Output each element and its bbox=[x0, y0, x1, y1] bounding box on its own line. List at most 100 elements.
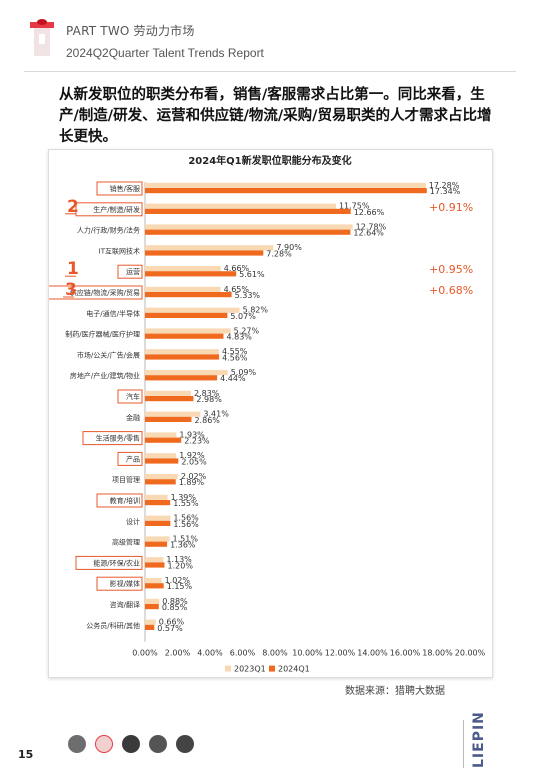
value-label-2024q1: 5.33% bbox=[235, 291, 261, 300]
footer-photo-icon-2 bbox=[95, 735, 113, 753]
bar-2023q1 bbox=[145, 182, 426, 188]
bar-2023q1 bbox=[145, 224, 353, 230]
value-label-2023q1: 5.82% bbox=[243, 306, 269, 315]
category-label: 生产/制造/研发 bbox=[93, 205, 140, 214]
bar-2023q1 bbox=[145, 266, 221, 272]
category-highlight-box bbox=[96, 576, 143, 591]
page-number: 15 bbox=[18, 748, 34, 761]
category-label: 影视/媒体 bbox=[110, 579, 140, 588]
bar-2023q1 bbox=[145, 390, 191, 396]
value-label-2024q1: 4.56% bbox=[222, 353, 248, 362]
category-label: 咨询/翻译 bbox=[110, 600, 140, 609]
brand-text: LIEPIN bbox=[471, 711, 487, 768]
rank-marker: 2 bbox=[67, 197, 79, 217]
bar-2023q1 bbox=[145, 245, 274, 251]
x-tick-label: 18.00% bbox=[422, 649, 453, 658]
category-label: 销售/客服 bbox=[110, 184, 140, 193]
value-label-2024q1: 0.57% bbox=[157, 624, 183, 633]
value-label-2023q1: 12.78% bbox=[356, 222, 387, 231]
bar-2024q1 bbox=[145, 583, 164, 589]
bar-2023q1 bbox=[145, 557, 164, 563]
value-label-2023q1: 1.92% bbox=[179, 451, 205, 460]
bar-2023q1 bbox=[145, 619, 156, 625]
bar-2023q1 bbox=[145, 286, 221, 292]
value-label-2024q1: 1.15% bbox=[167, 582, 193, 591]
chart-title: 2024年Q1新发职位职能分布及变化 bbox=[188, 154, 351, 167]
category-label: 电子/通信/半导体 bbox=[86, 309, 140, 318]
category-label: 市场/公关/广告/会展 bbox=[77, 350, 140, 359]
category-label: 房地产/产业/建筑/物业 bbox=[70, 371, 140, 380]
bar-2023q1 bbox=[145, 598, 160, 604]
value-label-2023q1: 1.56% bbox=[173, 514, 199, 523]
category-highlight-box bbox=[96, 181, 143, 196]
value-label-2024q1: 0.85% bbox=[162, 603, 188, 612]
bar-2024q1 bbox=[145, 208, 351, 214]
change-annotation: +0.68% bbox=[429, 284, 473, 297]
x-tick-label: 8.00% bbox=[262, 649, 288, 658]
footer-photo-icon-4 bbox=[149, 735, 167, 753]
category-highlight-box bbox=[117, 264, 143, 279]
category-highlight-box bbox=[117, 389, 143, 404]
value-label-2023q1: 4.55% bbox=[222, 347, 248, 356]
brand-logo: LIEPIN bbox=[471, 711, 487, 768]
category-label: 制药/医疗器械/医疗护理 bbox=[65, 330, 140, 339]
value-label-2023q1: 2.02% bbox=[181, 472, 207, 481]
value-label-2024q1: 17.34% bbox=[430, 187, 461, 196]
value-label-2023q1: 4.65% bbox=[224, 285, 250, 294]
rank-marker: 3 bbox=[65, 280, 77, 300]
x-tick-label: 2.00% bbox=[165, 649, 191, 658]
value-label-2023q1: 17.28% bbox=[429, 181, 460, 190]
bar-2024q1 bbox=[145, 562, 165, 568]
value-label-2024q1: 1.56% bbox=[173, 520, 199, 529]
category-label: 运营 bbox=[126, 267, 140, 276]
category-label: 高级管理 bbox=[112, 538, 140, 547]
category-highlight-box bbox=[82, 431, 143, 446]
value-label-2024q1: 12.64% bbox=[353, 229, 384, 238]
value-label-2023q1: 7.90% bbox=[276, 243, 302, 252]
category-label: 供应链/物流/采购/贸易 bbox=[70, 288, 140, 297]
bar-2023q1 bbox=[145, 515, 171, 521]
category-label: IT互联网技术 bbox=[99, 246, 140, 255]
x-tick-label: 14.00% bbox=[357, 649, 388, 658]
bar-2024q1 bbox=[145, 354, 220, 360]
value-label-2024q1: 2.23% bbox=[184, 437, 210, 446]
rank-marker: 1 bbox=[67, 259, 79, 279]
category-label: 能源/环保/农业 bbox=[93, 558, 140, 567]
section-label: PART TWO 劳动力市场 bbox=[66, 24, 195, 38]
value-label-2024q1: 2.86% bbox=[194, 416, 220, 425]
legend-swatch-2023q1 bbox=[225, 665, 231, 672]
bar-2024q1 bbox=[145, 541, 168, 547]
legend-label-2024q1: 2024Q1 bbox=[278, 665, 310, 674]
bar-2024q1 bbox=[145, 396, 194, 402]
value-label-2023q1: 1.02% bbox=[165, 576, 191, 585]
value-label-2023q1: 3.41% bbox=[203, 410, 229, 419]
category-label: 设计 bbox=[126, 517, 140, 526]
value-label-2023q1: 2.83% bbox=[194, 389, 220, 398]
category-highlight-box bbox=[75, 202, 143, 217]
category-highlight-box bbox=[96, 493, 143, 508]
legend-label-2023q1: 2023Q1 bbox=[234, 665, 266, 674]
x-tick-label: 10.00% bbox=[292, 649, 323, 658]
value-label-2023q1: 5.09% bbox=[231, 368, 257, 377]
value-label-2024q1: 2.98% bbox=[196, 395, 222, 404]
value-label-2023q1: 0.88% bbox=[162, 597, 188, 606]
bar-2024q1 bbox=[145, 500, 171, 506]
footer-photo-icon-1 bbox=[68, 735, 86, 753]
change-annotation: +0.95% bbox=[429, 263, 473, 276]
bar-2023q1 bbox=[145, 307, 240, 313]
value-label-2023q1: 1.39% bbox=[171, 493, 197, 502]
footer-photo-icon-3 bbox=[122, 735, 140, 753]
bar-2023q1 bbox=[145, 494, 168, 500]
bar-2024q1 bbox=[145, 375, 218, 381]
value-label-2023q1: 0.66% bbox=[159, 618, 185, 627]
category-highlight-box bbox=[49, 285, 143, 300]
bar-2024q1 bbox=[145, 250, 264, 256]
change-annotation: +0.91% bbox=[429, 201, 473, 214]
value-label-2023q1: 4.66% bbox=[224, 264, 250, 273]
value-label-2023q1: 1.13% bbox=[166, 555, 192, 564]
bar-2023q1 bbox=[145, 474, 178, 480]
bar-2023q1 bbox=[145, 578, 162, 584]
value-label-2024q1: 1.55% bbox=[173, 499, 199, 508]
bar-2023q1 bbox=[145, 411, 201, 417]
